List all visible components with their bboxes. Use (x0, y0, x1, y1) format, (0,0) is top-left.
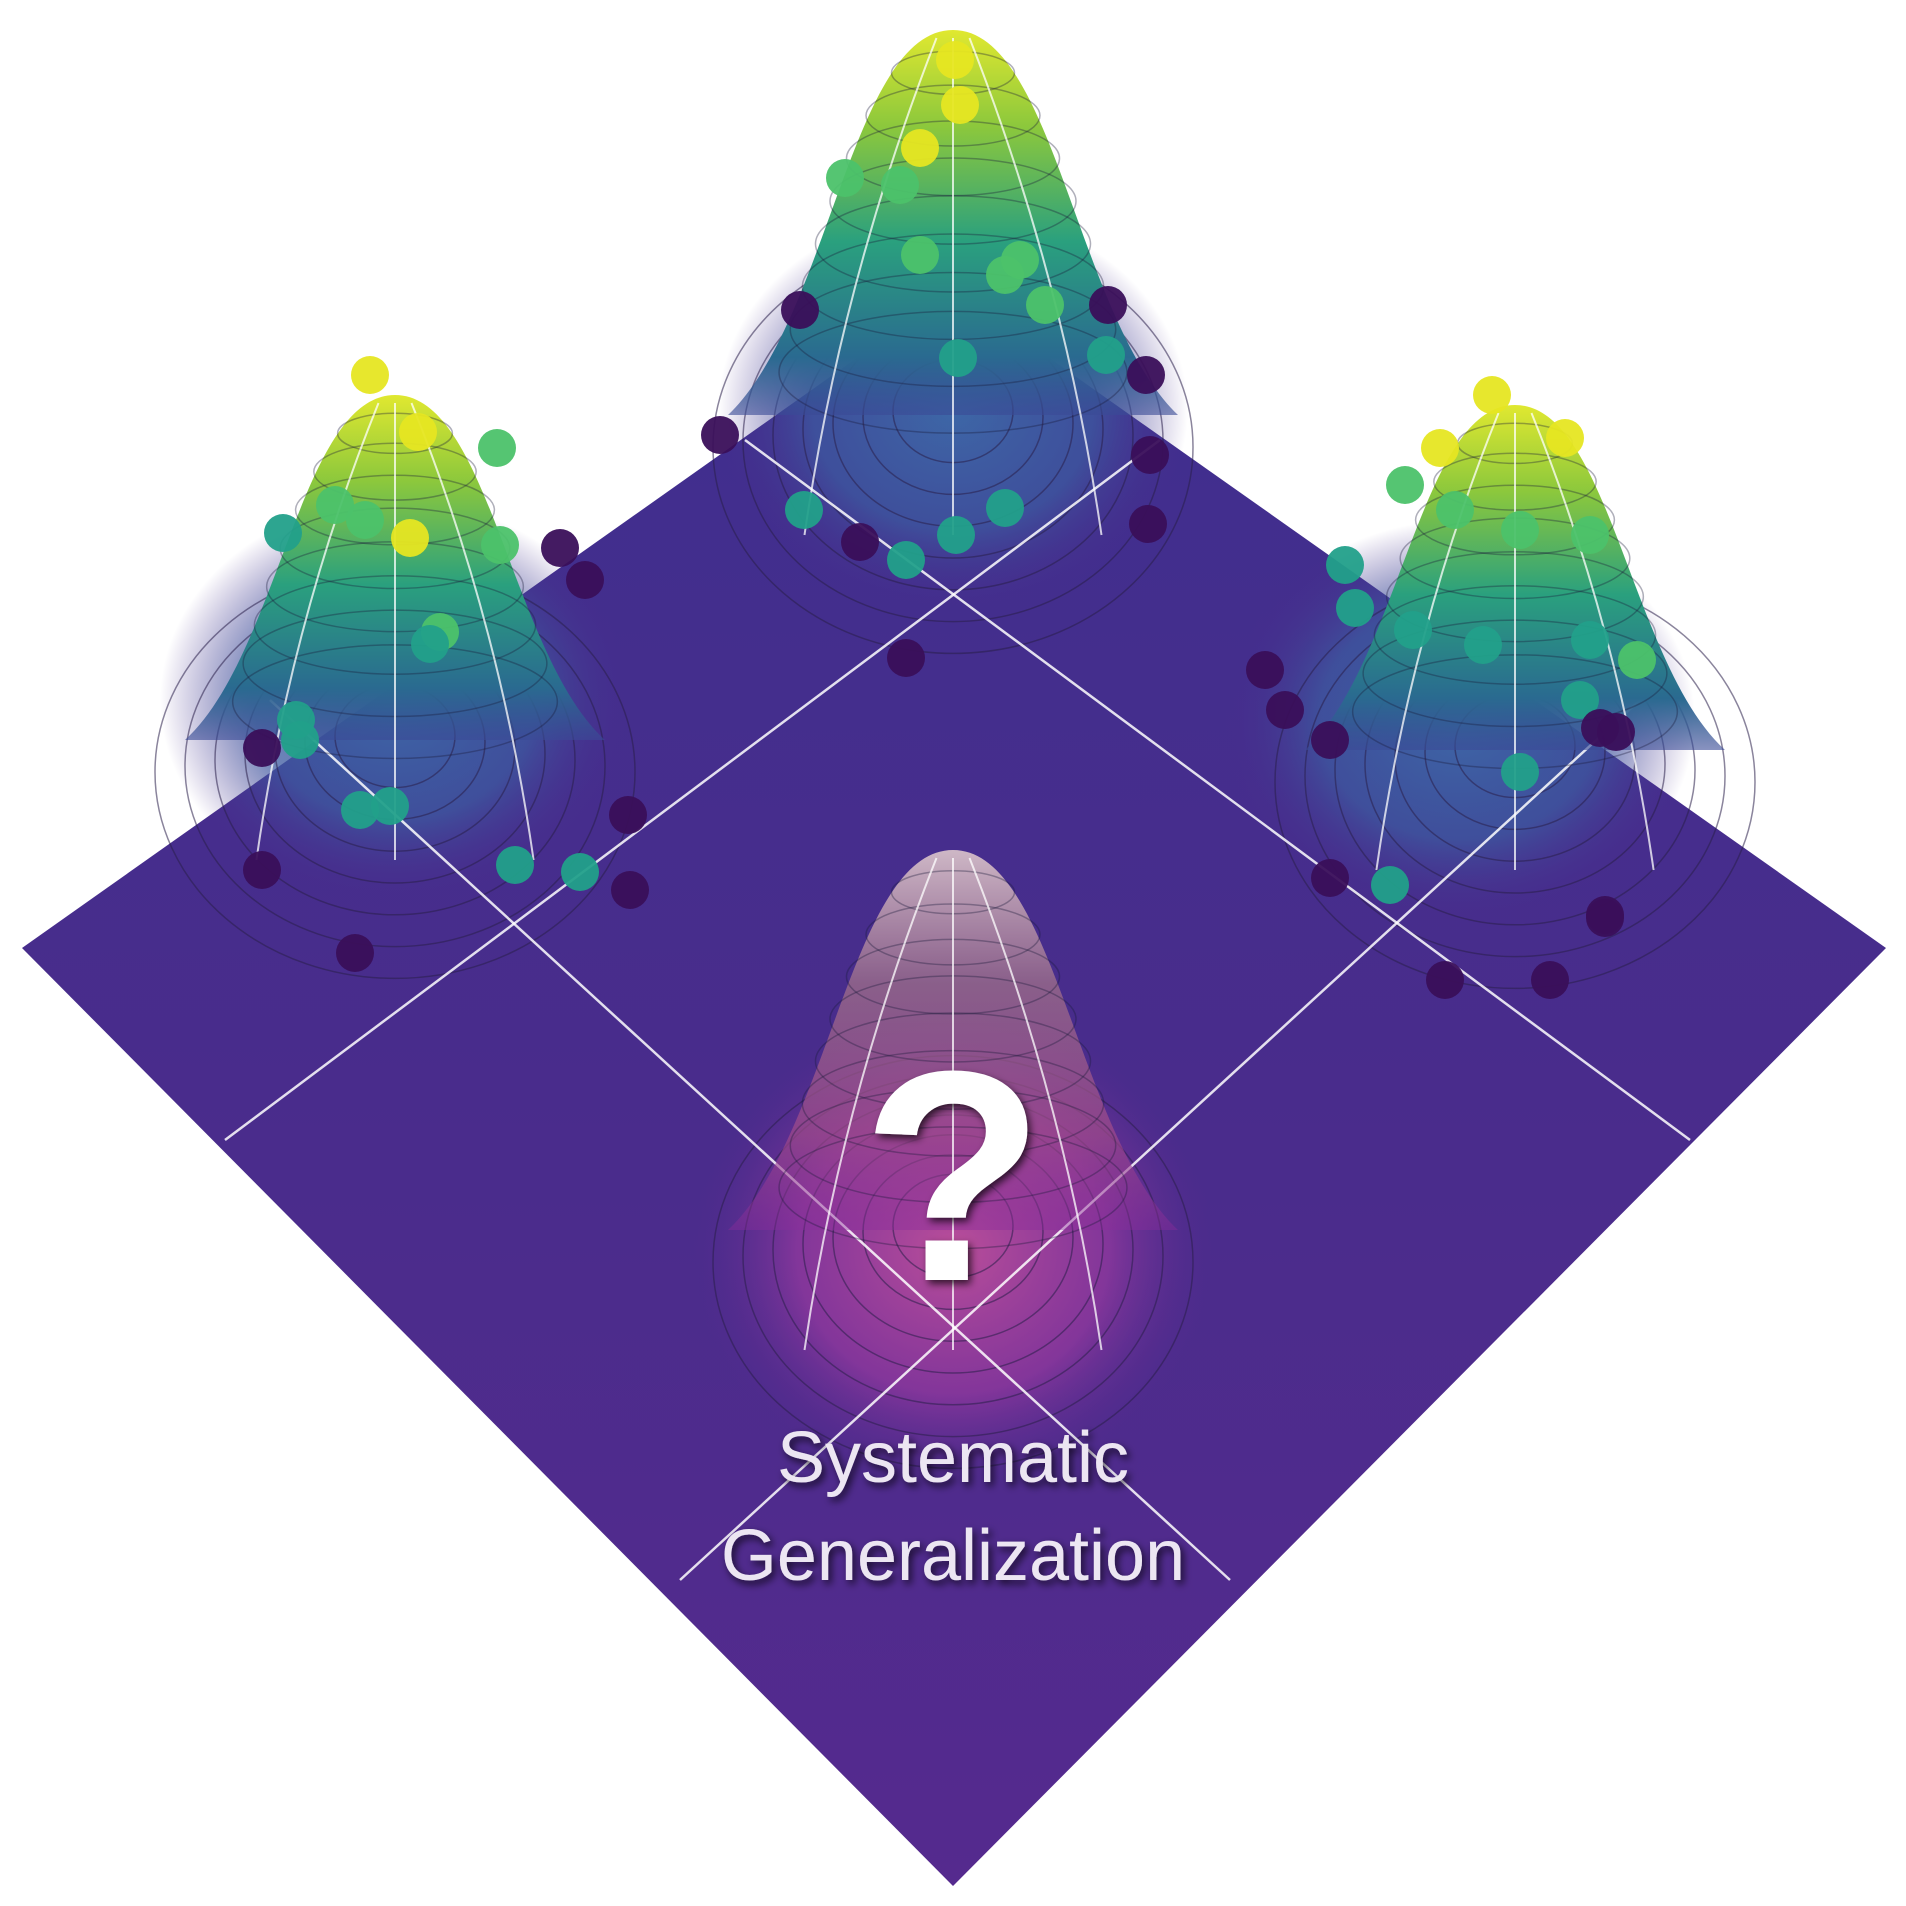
data-point (1571, 621, 1609, 659)
data-point (316, 486, 354, 524)
data-point (346, 501, 384, 539)
peak-ridge-bottom-2 (968, 857, 1103, 1351)
data-point (1326, 546, 1364, 584)
data-point (1129, 505, 1167, 543)
caption-line-2: Generalization (721, 1516, 1185, 1596)
peak-top (728, 30, 1178, 536)
data-point (1131, 436, 1169, 474)
data-point (781, 291, 819, 329)
data-point (941, 86, 979, 124)
data-point (341, 791, 379, 829)
data-point (1394, 611, 1432, 649)
data-point (351, 356, 389, 394)
data-point (1246, 651, 1284, 689)
data-point (901, 236, 939, 274)
peak-ridge-top-0 (803, 37, 938, 536)
data-point (936, 41, 974, 79)
data-point (391, 519, 429, 557)
data-point (566, 561, 604, 599)
data-point (887, 639, 925, 677)
data-point (1597, 713, 1635, 751)
data-point (1501, 753, 1539, 791)
data-point (243, 729, 281, 767)
data-point (399, 413, 437, 451)
data-point (939, 339, 977, 377)
data-point (1266, 691, 1304, 729)
data-point (1571, 516, 1609, 554)
data-point (785, 491, 823, 529)
data-point (411, 625, 449, 663)
data-point (1026, 286, 1064, 324)
data-points (243, 41, 1656, 999)
data-point (1311, 721, 1349, 759)
data-point (609, 796, 647, 834)
data-point (1421, 429, 1459, 467)
peak-ridge-bottom-0 (803, 857, 938, 1351)
data-point (1546, 419, 1584, 457)
data-point (986, 489, 1024, 527)
data-point (336, 934, 374, 972)
data-point (1087, 336, 1125, 374)
data-point (1426, 961, 1464, 999)
data-point (1336, 589, 1374, 627)
data-point (371, 787, 409, 825)
data-point (1371, 866, 1409, 904)
data-point (1127, 356, 1165, 394)
data-point (881, 166, 919, 204)
caption-line-1: Systematic (777, 1418, 1129, 1498)
data-point (901, 129, 939, 167)
data-point (496, 846, 534, 884)
data-point (841, 523, 879, 561)
question-mark: ? (861, 1008, 1044, 1344)
data-point (826, 159, 864, 197)
data-point (481, 526, 519, 564)
data-point (1473, 376, 1511, 414)
data-point (1089, 286, 1127, 324)
data-point (1561, 681, 1599, 719)
data-point (1586, 899, 1624, 937)
data-point (887, 541, 925, 579)
data-point (611, 871, 649, 909)
peak-ridge-left-2 (410, 402, 535, 861)
data-point (1436, 491, 1474, 529)
data-point (1001, 241, 1039, 279)
data-point (1311, 859, 1349, 897)
data-point (1501, 511, 1539, 549)
data-point (1464, 626, 1502, 664)
data-point (243, 851, 281, 889)
data-point (1618, 641, 1656, 679)
data-point (1531, 961, 1569, 999)
peak-ridge-top-2 (968, 37, 1103, 536)
data-point (937, 516, 975, 554)
data-point (541, 529, 579, 567)
peak-bottom (728, 850, 1178, 1351)
data-point (281, 721, 319, 759)
data-point (1386, 466, 1424, 504)
data-point (701, 416, 739, 454)
peak-ridge-left-0 (255, 402, 380, 861)
data-point (264, 514, 302, 552)
data-point (561, 853, 599, 891)
data-point (478, 429, 516, 467)
